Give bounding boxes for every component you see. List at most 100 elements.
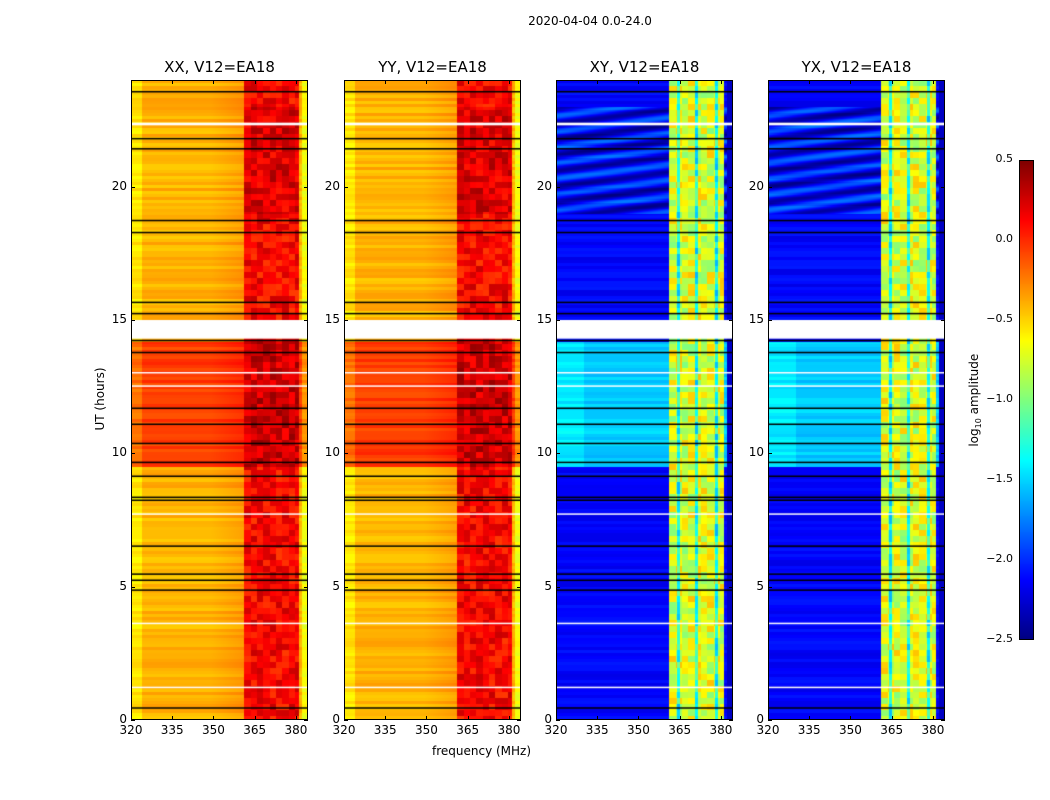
- x-tick-label: 320: [119, 723, 143, 737]
- panel-title: YX, V12=EA18: [801, 58, 912, 76]
- x-tick-label: 320: [544, 723, 568, 737]
- panel-2: XY, V12=EA18 0 5 10 15 20 320 335 350 365 380: [537, 58, 733, 737]
- y-tick-label: 5: [544, 578, 552, 593]
- y-tick-label: 10: [536, 445, 552, 460]
- x-tick-label: 350: [839, 723, 862, 737]
- x-tick-mark: [213, 80, 215, 84]
- x-tick-mark: [295, 716, 297, 720]
- x-tick-label: 380: [497, 723, 521, 737]
- y-tick-mark: [344, 586, 348, 588]
- y-tick-mark: [941, 186, 945, 188]
- x-axis-label: frequency (MHz): [432, 744, 532, 758]
- x-tick-mark: [131, 80, 132, 84]
- x-tick-mark: [344, 716, 345, 720]
- colorbar-label-sub: 10: [974, 418, 984, 429]
- x-tick-mark: [638, 80, 640, 84]
- colorbar-tick-label: −2.0: [986, 552, 1013, 565]
- x-tick-label: 380: [921, 723, 945, 737]
- x-tick-mark: [426, 80, 428, 84]
- x-tick-mark: [850, 80, 852, 84]
- y-tick-mark: [131, 453, 135, 455]
- x-tick-mark: [385, 716, 387, 720]
- x-tick-label: 335: [797, 723, 821, 737]
- colorbar-tick-label: −0.5: [986, 312, 1013, 325]
- colorbar-tick-label: −1.0: [986, 392, 1013, 405]
- y-tick-mark: [556, 720, 560, 721]
- y-tick-mark: [941, 453, 945, 455]
- x-tick-mark: [597, 716, 599, 720]
- y-tick-mark: [304, 453, 308, 455]
- y-tick-mark: [941, 586, 945, 588]
- y-tick-label: 20: [111, 178, 127, 193]
- y-tick-label: 5: [119, 578, 127, 593]
- y-tick-mark: [941, 320, 945, 321]
- colorbar-label: log10 amplitude: [967, 345, 983, 455]
- x-tick-label: 365: [456, 723, 480, 737]
- x-tick-mark: [768, 80, 769, 84]
- y-tick-mark: [556, 186, 560, 188]
- x-tick-label: 335: [373, 723, 397, 737]
- y-tick-label: 5: [332, 578, 340, 593]
- y-tick-label: 5: [756, 578, 764, 593]
- x-tick-label: 335: [585, 723, 609, 737]
- y-tick-label: 0: [332, 712, 340, 726]
- x-tick-mark: [254, 716, 256, 720]
- y-tick-mark: [729, 720, 733, 721]
- x-tick-mark: [131, 716, 132, 720]
- y-tick-label: 15: [536, 312, 552, 326]
- panel-0: XX, V12=EA18 0 5 10 15 20 320 335 350 365 380: [112, 58, 308, 737]
- x-tick-mark: [932, 716, 934, 720]
- x-tick-mark: [597, 80, 599, 84]
- x-tick-mark: [720, 80, 722, 84]
- x-tick-mark: [254, 80, 256, 84]
- y-tick-mark: [344, 720, 348, 721]
- x-tick-mark: [891, 80, 893, 84]
- y-tick-label: 20: [536, 178, 552, 193]
- x-tick-mark: [508, 716, 510, 720]
- y-tick-label: 10: [111, 445, 127, 460]
- x-tick-label: 380: [284, 723, 308, 737]
- y-tick-mark: [768, 186, 772, 188]
- x-tick-mark: [344, 80, 345, 84]
- y-tick-mark: [729, 186, 733, 188]
- x-tick-label: 350: [627, 723, 650, 737]
- x-tick-mark: [385, 80, 387, 84]
- y-tick-mark: [517, 586, 521, 588]
- panel-3: YX, V12=EA18 0 5 10 15 20 320 335 350 365 380: [749, 58, 945, 737]
- figure-title: 2020-04-04 0.0-24.0: [528, 14, 652, 28]
- y-tick-mark: [304, 320, 308, 321]
- colorbar-tick-label: 0.5: [995, 152, 1014, 165]
- x-tick-mark: [172, 80, 174, 84]
- y-tick-mark: [344, 320, 348, 321]
- panel-title: YY, V12=EA18: [378, 58, 487, 76]
- x-tick-label: 365: [668, 723, 692, 737]
- colorbar-label-main: log: [966, 428, 981, 447]
- y-tick-label: 0: [544, 712, 552, 726]
- x-tick-mark: [213, 716, 215, 720]
- y-tick-mark: [556, 453, 560, 455]
- x-tick-mark: [850, 716, 852, 720]
- x-tick-label: 350: [202, 723, 225, 737]
- y-tick-mark: [344, 186, 348, 188]
- x-tick-label: 380: [709, 723, 733, 737]
- x-tick-label: 365: [880, 723, 904, 737]
- y-tick-mark: [556, 586, 560, 588]
- y-tick-mark: [768, 720, 772, 721]
- y-tick-mark: [768, 320, 772, 321]
- y-tick-mark: [304, 186, 308, 188]
- y-tick-mark: [517, 320, 521, 321]
- y-tick-mark: [941, 720, 945, 721]
- panel-title: XY, V12=EA18: [589, 58, 700, 76]
- y-tick-mark: [131, 320, 135, 321]
- x-tick-mark: [809, 80, 811, 84]
- y-tick-label: 15: [111, 312, 127, 326]
- x-tick-label: 350: [415, 723, 438, 737]
- y-tick-label: 10: [324, 445, 340, 460]
- y-tick-mark: [304, 586, 308, 588]
- y-tick-label: 15: [748, 312, 764, 326]
- colorbar-tick-label: −1.5: [986, 472, 1013, 485]
- y-tick-mark: [131, 186, 135, 188]
- colorbar: [1019, 160, 1034, 640]
- x-tick-label: 365: [243, 723, 267, 737]
